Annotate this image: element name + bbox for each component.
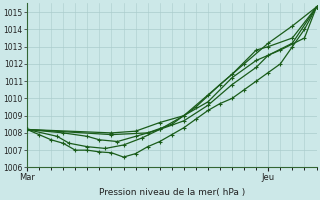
X-axis label: Pression niveau de la mer( hPa ): Pression niveau de la mer( hPa )	[99, 188, 245, 197]
